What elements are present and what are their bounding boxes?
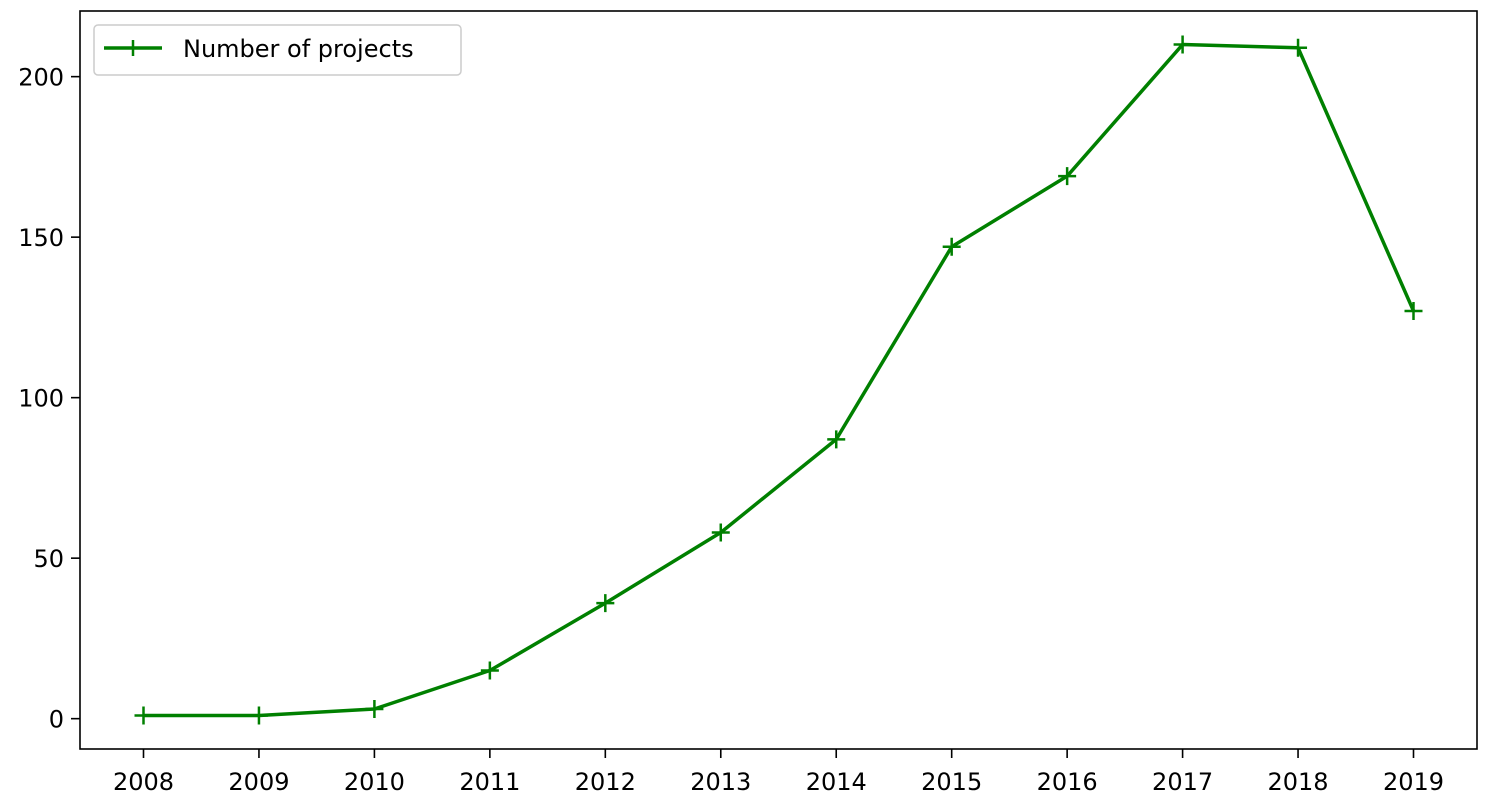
x-axis: 2008 2009 2010 2011 2012 2013 2014 2015 2016 2017… <box>113 749 1444 796</box>
x-tick-label: 2018 <box>1268 768 1329 796</box>
data-point-marker <box>134 706 153 725</box>
x-tick-label: 2016 <box>1037 768 1098 796</box>
plot-area <box>79 10 1478 750</box>
data-point-marker <box>711 523 730 542</box>
data-point-marker <box>596 594 615 613</box>
data-point-marker <box>1058 167 1077 186</box>
legend: Number of projects <box>93 24 462 76</box>
data-point-marker <box>1289 38 1308 57</box>
data-point-marker <box>1173 35 1192 54</box>
legend-marker-swatch <box>126 40 142 56</box>
y-tick-label: 50 <box>33 545 64 573</box>
x-tick-label: 2013 <box>690 768 751 796</box>
data-point-marker <box>942 237 961 256</box>
x-tick-label: 2017 <box>1152 768 1213 796</box>
data-point-marker <box>1404 301 1423 320</box>
series-line <box>143 42 1416 718</box>
data-point-marker <box>365 700 384 719</box>
x-tick-label: 2010 <box>344 768 405 796</box>
y-tick-label: 0 <box>49 706 64 734</box>
x-tick-label: 2019 <box>1383 768 1444 796</box>
series-layer <box>134 35 1423 725</box>
x-tick-label: 2009 <box>228 768 289 796</box>
data-point-marker <box>249 706 268 725</box>
x-tick-label: 2014 <box>806 768 867 796</box>
legend-box <box>93 24 462 76</box>
y-tick-label: 200 <box>18 64 64 92</box>
x-tick-label: 2008 <box>113 768 174 796</box>
x-tick-label: 2012 <box>575 768 636 796</box>
y-axis: 0 50 100 150 200 <box>18 64 80 734</box>
legend-label: Number of projects <box>183 35 414 63</box>
y-tick-label: 150 <box>18 224 64 252</box>
data-point-marker <box>827 430 846 449</box>
x-tick-label: 2015 <box>921 768 982 796</box>
data-point-marker <box>480 661 499 680</box>
x-tick-label: 2011 <box>459 768 520 796</box>
y-tick-label: 100 <box>18 385 64 413</box>
